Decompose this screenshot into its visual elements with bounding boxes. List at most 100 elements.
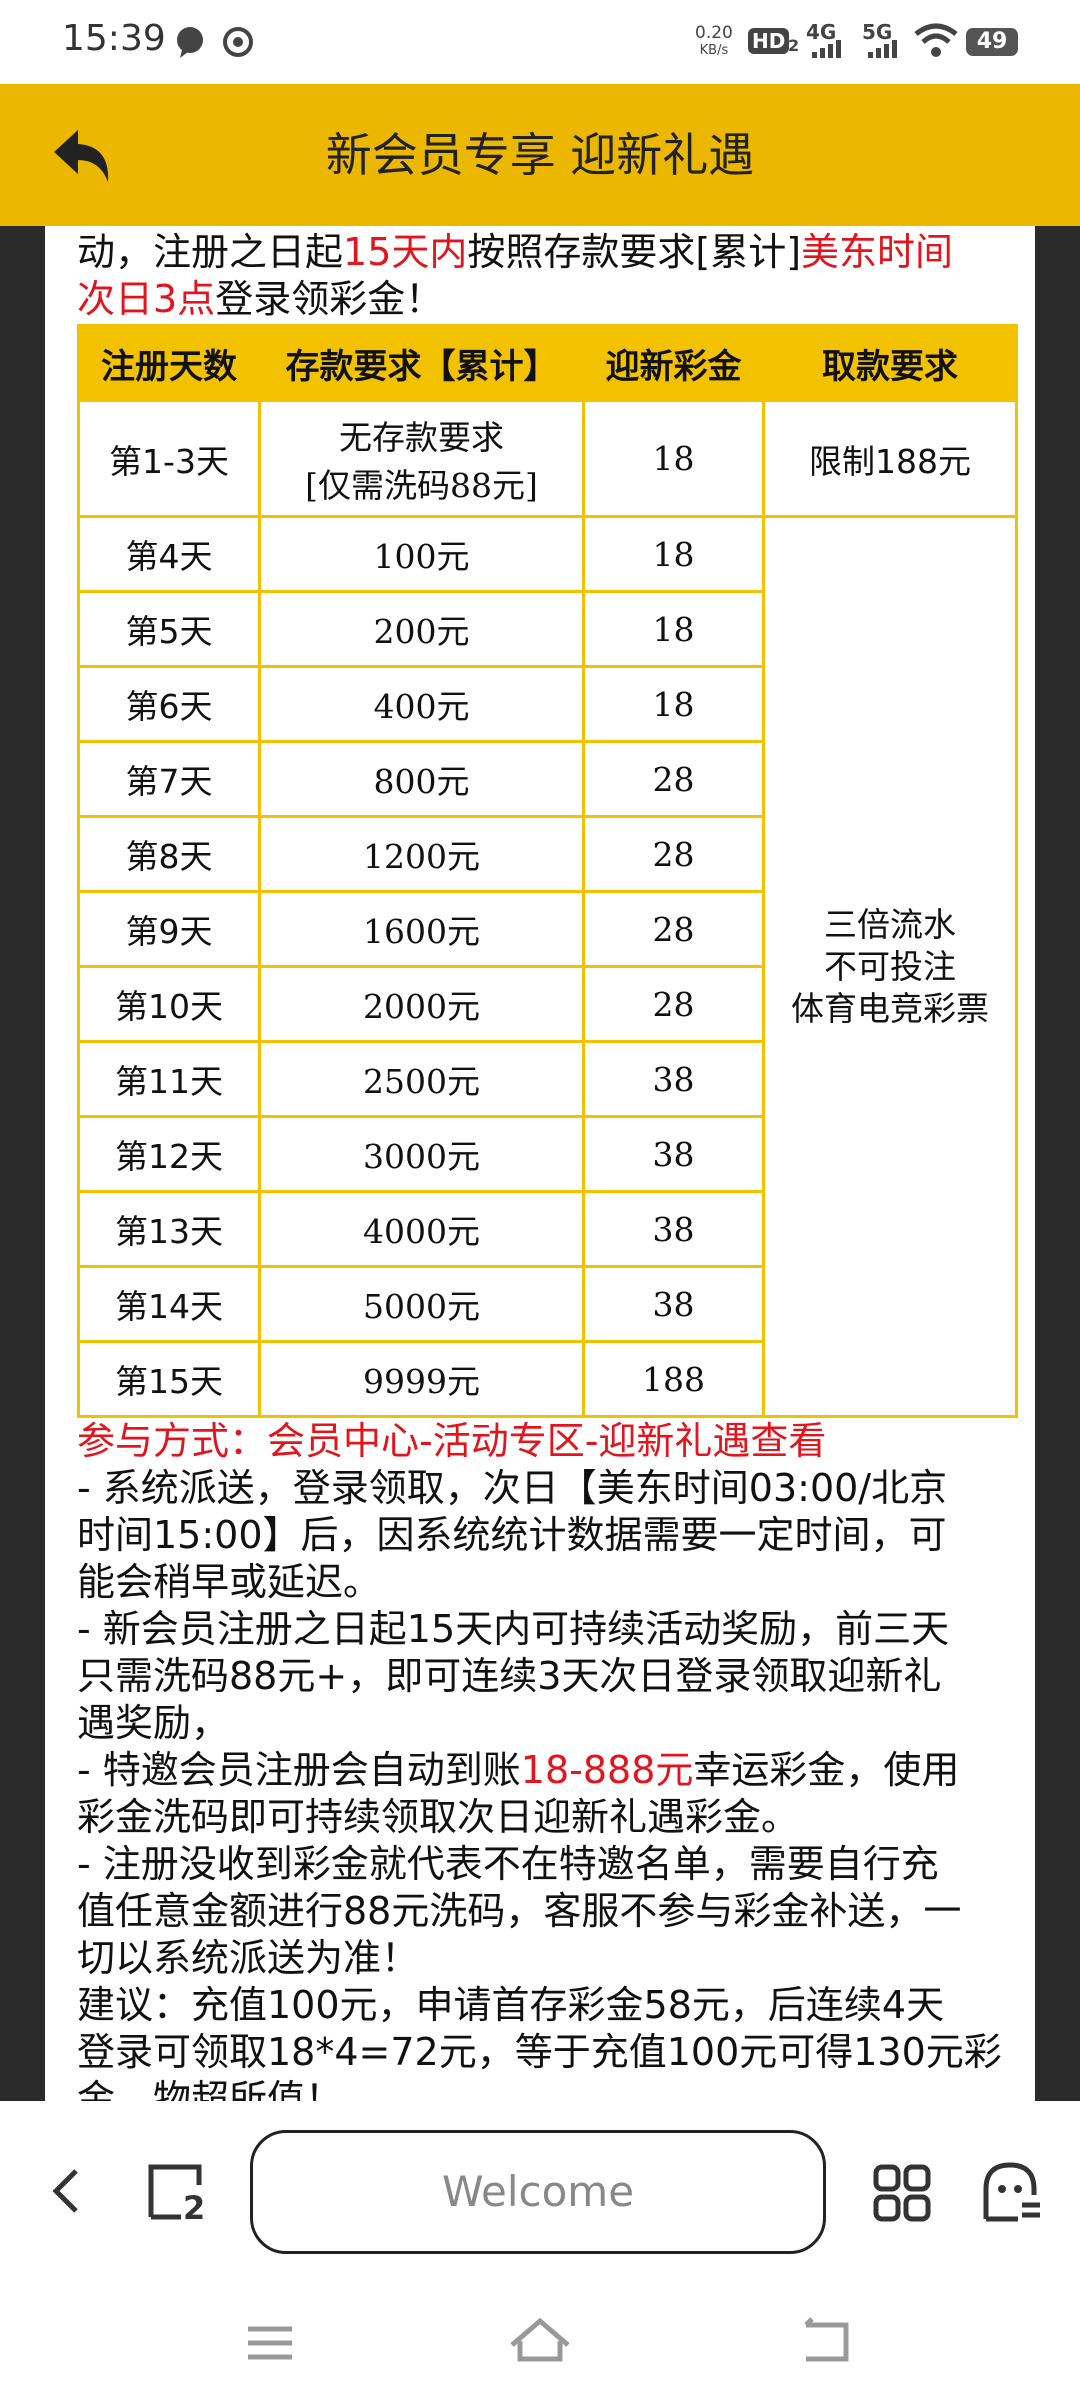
table-cell: 限制188元 bbox=[762, 399, 1018, 518]
text-line: - 新会员注册之日起15天内可持续活动奖励，前三天 bbox=[77, 1606, 949, 1653]
table-row: 第5天 200元 18 bbox=[77, 590, 1017, 668]
table-cell: 400元 bbox=[258, 665, 585, 743]
text-segment: 只需洗码88元+，即可连续3天次日登录领取迎新礼 bbox=[77, 1654, 942, 1698]
bottom-bar: 2 Welcome bbox=[0, 2101, 1080, 2408]
table-cell: 第8天 bbox=[77, 815, 261, 893]
tab-count: 2 bbox=[183, 2189, 206, 2227]
table-cell: 9999元 bbox=[258, 1340, 585, 1418]
text-line: 次日3点登录领彩金！ bbox=[77, 276, 443, 323]
table-row: 第11天 2500元 38 bbox=[77, 1040, 1017, 1118]
table-cell: 28 bbox=[582, 965, 765, 1043]
browser-back[interactable] bbox=[40, 2161, 90, 2221]
table-cell: 无存款要求 [仅需洗码88元] bbox=[258, 399, 585, 518]
merged-cell: 三倍流水 不可投注 体育电竞彩票 bbox=[762, 515, 1018, 1418]
table-cell: 第13天 bbox=[77, 1190, 261, 1268]
text-segment: 遇奖励， bbox=[77, 1701, 230, 1745]
table-row: 第10天 2000元 28 bbox=[77, 965, 1017, 1043]
net1: 4G bbox=[806, 20, 837, 44]
content: 动，注册之日起15天内按照存款要求[累计]美东时间 次日3点登录领彩金！ 注册天数存… bbox=[0, 226, 1080, 2101]
text-line: 建议：充值100元，申请首存彩金58元，后连续4天 bbox=[77, 1982, 944, 2029]
text-segment: 时间15:00】后，因系统统计数据需要一定时间，可 bbox=[77, 1513, 947, 1557]
table-cell: 第1-3天 bbox=[77, 399, 261, 518]
text-segment: 登录领彩金！ bbox=[215, 277, 444, 321]
search-box[interactable]: Welcome bbox=[250, 2130, 826, 2254]
table-cell: 3000元 bbox=[258, 1115, 585, 1193]
text-segment: 美东时间 bbox=[801, 230, 954, 274]
table-cell: 200元 bbox=[258, 590, 585, 668]
table-cell: 38 bbox=[582, 1265, 765, 1343]
table-cell: 18 bbox=[582, 399, 765, 518]
speed: 0.20 bbox=[695, 23, 733, 43]
net2: 5G bbox=[862, 20, 893, 44]
wifi-icon bbox=[914, 23, 958, 57]
table-cell: 188 bbox=[582, 1340, 765, 1418]
table-row: 第8天 1200元 28 bbox=[77, 815, 1017, 893]
header: 新会员专享 迎新礼遇 bbox=[0, 84, 1080, 226]
text-line: 切以系统派送为准！ bbox=[77, 1935, 419, 1982]
table-cell: 第14天 bbox=[77, 1265, 261, 1343]
table-cell: 100元 bbox=[258, 515, 585, 593]
table-row: 第9天 1600元 28 bbox=[77, 890, 1017, 968]
table-cell: 5000元 bbox=[258, 1265, 585, 1343]
column-header: 取款要求 bbox=[762, 324, 1018, 402]
menu-button[interactable] bbox=[978, 2159, 1048, 2225]
system-nav bbox=[248, 2317, 849, 2362]
text-line: - 系统派送，登录领取，次日【美东时间03:00/北京 bbox=[77, 1465, 947, 1512]
table-cell: 4000元 bbox=[258, 1190, 585, 1268]
apps-button[interactable] bbox=[870, 2161, 934, 2225]
table-cell: 第12天 bbox=[77, 1115, 261, 1193]
table-cell: 18 bbox=[582, 590, 765, 668]
text-segment: - 注册没收到彩金就代表不在特邀名单，需要自行充 bbox=[77, 1842, 939, 1886]
text-segment: 能会稍早或延迟。 bbox=[77, 1560, 382, 1604]
column-header: 注册天数 bbox=[77, 324, 261, 402]
text-segment: 建议：充值100元，申请首存彩金58元，后连续4天 bbox=[77, 1983, 945, 2027]
text-segment: 按照存款要求[累计] bbox=[467, 230, 802, 274]
text-line: 能会稍早或延迟。 bbox=[77, 1559, 381, 1606]
text-segment: 金，物超所值！ bbox=[77, 2077, 344, 2101]
table-row: 第7天 800元 28 bbox=[77, 740, 1017, 818]
table-row: 第15天 9999元 188 bbox=[77, 1340, 1017, 1418]
table-cell: 28 bbox=[582, 740, 765, 818]
sim: 2 bbox=[788, 36, 800, 55]
table-cell: 2000元 bbox=[258, 965, 585, 1043]
table-cell: 18 bbox=[582, 665, 765, 743]
table-row: 第4天 100元 18 三倍流水 不可投注 体育电竞彩票 bbox=[77, 515, 1018, 1418]
table-cell: 18 bbox=[582, 515, 765, 593]
table-cell: 第15天 bbox=[77, 1340, 261, 1418]
table-cell: 第4天 bbox=[77, 515, 261, 593]
table-cell: 28 bbox=[582, 890, 765, 968]
text-segment: 切以系统派送为准！ bbox=[77, 1936, 420, 1980]
table-row: 第6天 400元 18 bbox=[77, 665, 1017, 743]
table-row: 第13天 4000元 38 bbox=[77, 1190, 1017, 1268]
table-cell: 38 bbox=[582, 1040, 765, 1118]
table-cell: 1200元 bbox=[258, 815, 585, 893]
table-cell: 第10天 bbox=[77, 965, 261, 1043]
table-cell: 38 bbox=[582, 1190, 765, 1268]
text-segment: 15天内 bbox=[343, 230, 468, 274]
page-title: 新会员专享 迎新礼遇 bbox=[325, 128, 755, 182]
back-button[interactable] bbox=[48, 124, 118, 188]
table-cell: 800元 bbox=[258, 740, 585, 818]
text-line: 金，物超所值！ bbox=[77, 2076, 343, 2101]
table-cell: 第6天 bbox=[77, 665, 261, 743]
table-cell: 28 bbox=[582, 815, 765, 893]
text-segment: - 系统派送，登录领取，次日【美东时间03:00/北京 bbox=[77, 1466, 948, 1510]
speed-unit: KB/s bbox=[699, 43, 729, 58]
header-row: 注册天数 存款要求【累计】 迎新彩金 取款要求 bbox=[77, 324, 1018, 402]
table-cell: 第5天 bbox=[77, 590, 261, 668]
table-cell: 第7天 bbox=[77, 740, 261, 818]
text-segment: 值任意金额进行88元洗码，客服不参与彩金补送，一 bbox=[77, 1889, 962, 1933]
text-line: 只需洗码88元+，即可连续3天次日登录领取迎新礼 bbox=[77, 1653, 941, 1700]
text-segment: - 新会员注册之日起15天内可持续活动奖励，前三天 bbox=[77, 1607, 950, 1651]
article: 动，注册之日起15天内按照存款要求[累计]美东时间 次日3点登录领彩金！ 注册天数存… bbox=[45, 226, 1035, 2101]
text-line: 时间15:00】后，因系统统计数据需要一定时间，可 bbox=[77, 1512, 947, 1559]
signal-icons bbox=[812, 40, 897, 58]
text-line: - 特邀会员注册会自动到账18-888元幸运彩金，使用 bbox=[77, 1747, 959, 1794]
text-line: 参与方式：会员中心-活动专区-迎新礼遇查看 bbox=[77, 1418, 826, 1465]
text-segment: 彩金洗码即可持续领取次日迎新礼遇彩金。 bbox=[77, 1795, 800, 1839]
text-segment: 登录可领取18*4=72元，等于充值100元可得130元彩 bbox=[77, 2030, 1002, 2074]
net-speed: 0.20 KB/s bbox=[695, 24, 733, 60]
tabs-button[interactable] bbox=[145, 2161, 215, 2225]
text-segment: 次日3点 bbox=[77, 277, 216, 321]
